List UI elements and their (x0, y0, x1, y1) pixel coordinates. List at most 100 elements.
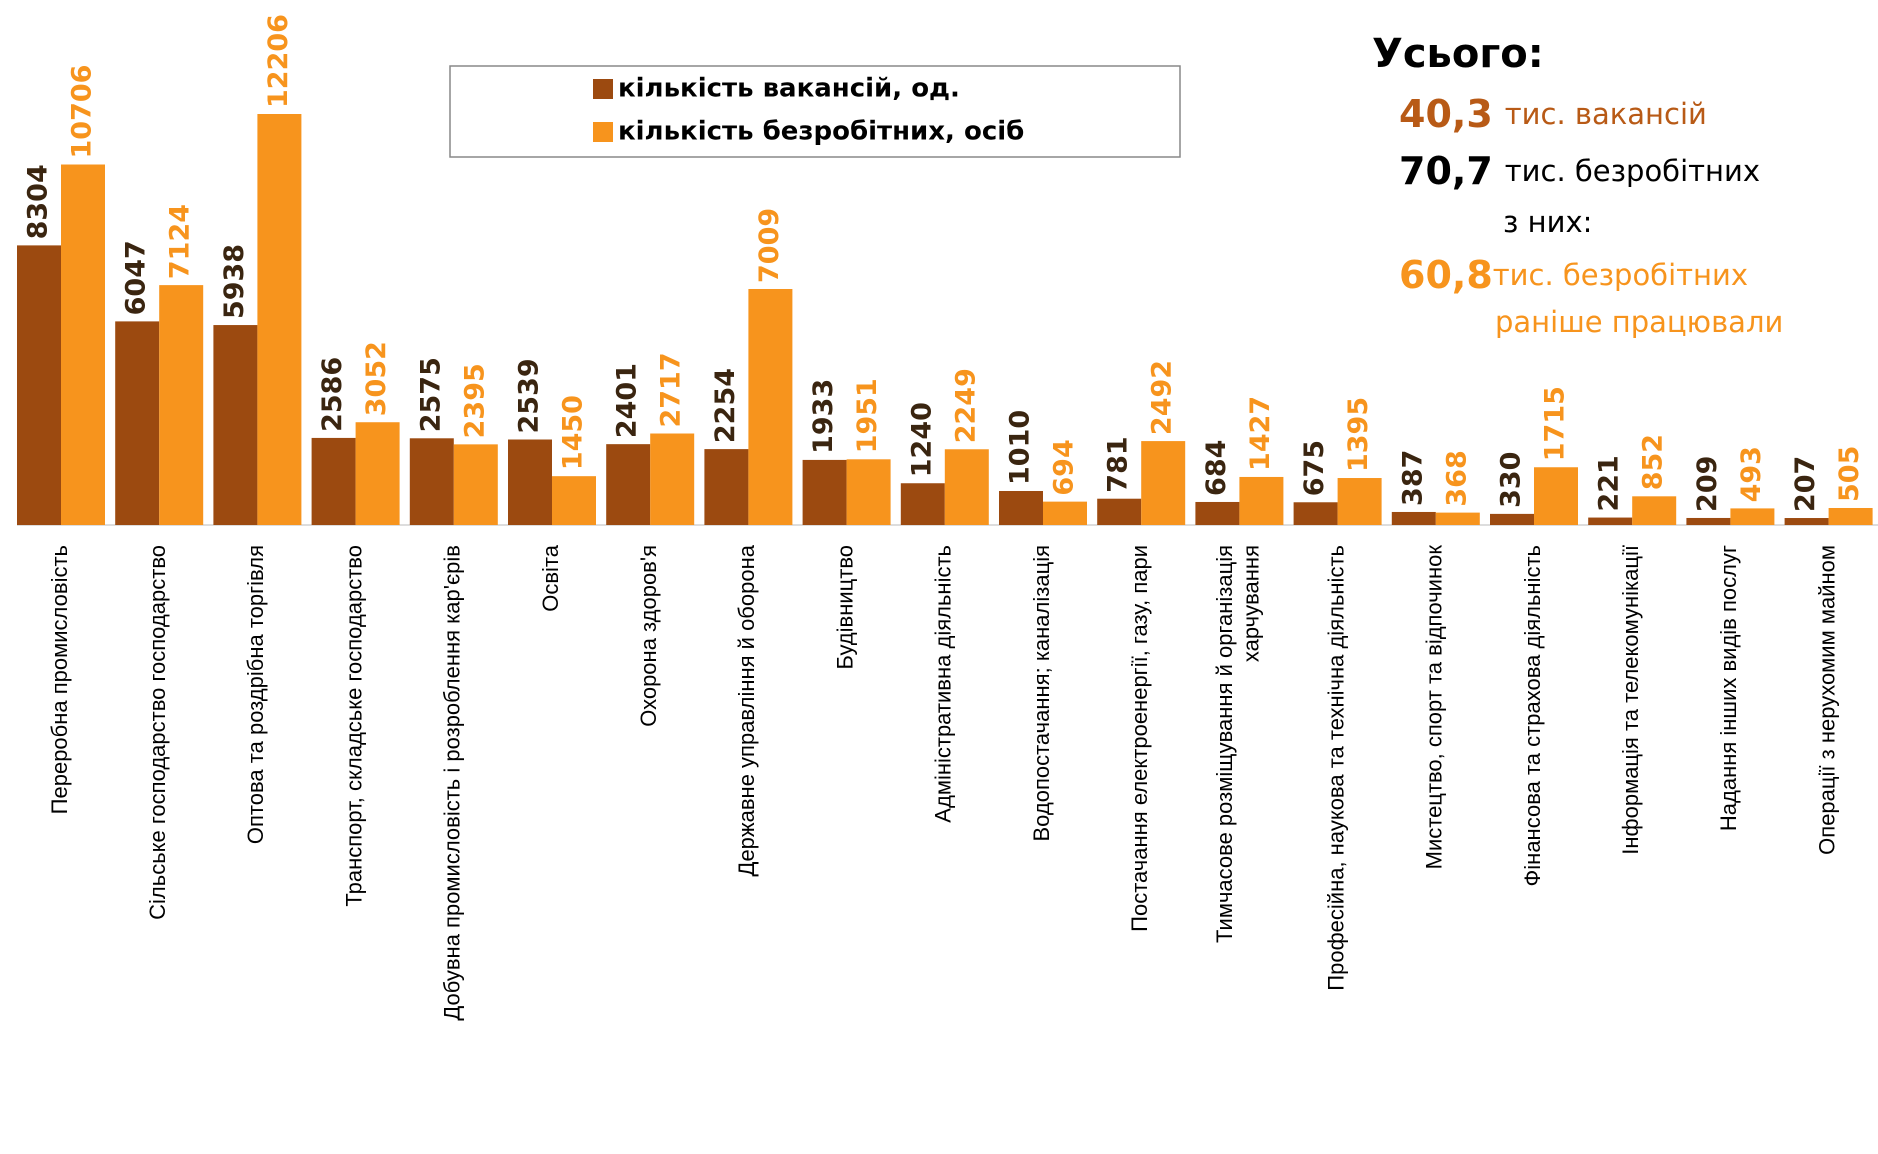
value-label: 1427 (1245, 396, 1276, 471)
bar (311, 437, 356, 525)
bar (453, 444, 498, 525)
bar (61, 164, 105, 526)
bar (552, 476, 596, 525)
value-label: 2401 (612, 363, 643, 438)
value-label: 493 (1736, 446, 1767, 502)
value-label: 1951 (852, 378, 883, 453)
x-tick-label: Мистецтво, спорт та відпочинок (1422, 545, 1447, 870)
legend-swatch (593, 122, 613, 142)
value-label: 852 (1638, 434, 1669, 490)
x-tick-label: Транспорт, складське господарство (341, 545, 366, 907)
summary-previously-2: раніше працювали (1495, 305, 1783, 339)
value-label: 1450 (558, 395, 589, 470)
value-label: 330 (1496, 452, 1527, 508)
value-label: 2586 (317, 357, 348, 432)
bar (944, 449, 989, 525)
value-label: 1240 (906, 402, 937, 477)
bar (409, 438, 454, 525)
x-tick-label: Адміністративна діяльність (931, 545, 956, 823)
bar (1435, 512, 1480, 525)
x-tick-label: Інформація та телекомунікації (1618, 545, 1643, 855)
x-tick-label: Державне управління й оборона (734, 544, 759, 876)
value-label: 207 (1790, 456, 1821, 512)
bar (17, 245, 61, 525)
value-label: 694 (1049, 439, 1080, 495)
bar (1534, 467, 1578, 525)
value-label: 10706 (67, 65, 98, 159)
bar (606, 444, 651, 525)
bar (1239, 476, 1284, 525)
value-label: 7124 (165, 204, 196, 279)
bar (999, 490, 1043, 525)
value-label: 2575 (415, 357, 446, 432)
x-tick-label: Будівництво (832, 545, 857, 669)
bar (704, 449, 749, 525)
value-label: 221 (1594, 455, 1625, 511)
x-tick-label-line: харчування (1238, 545, 1263, 662)
bar (1097, 498, 1142, 525)
value-label: 368 (1441, 450, 1472, 506)
legend-box (449, 65, 1181, 158)
bar (802, 459, 847, 525)
bar (1730, 508, 1775, 525)
x-tick-label: Сільське господарство господарство (145, 545, 170, 920)
x-tick-label: Освіта (538, 544, 563, 612)
value-label: 684 (1201, 440, 1232, 496)
summary-text: тис. безробітних (1493, 258, 1748, 292)
bar (748, 288, 793, 525)
summary-value: 60,8 (1399, 253, 1493, 297)
value-label: 1395 (1343, 397, 1374, 472)
value-label: 2254 (710, 368, 741, 443)
bar (159, 285, 204, 525)
summary-unemployed: 70,7 тис. безробітних (1399, 149, 1760, 193)
x-tick-label: Переробна промисловість (47, 545, 72, 814)
bar (1195, 501, 1240, 525)
bar (1141, 441, 1186, 525)
value-label: 2539 (514, 358, 545, 433)
summary-of-them: з них: (1503, 205, 1592, 239)
x-tick-label: Фінансова та страхова діяльність (1520, 545, 1545, 886)
value-label: 2717 (656, 352, 687, 427)
bar (1293, 502, 1338, 525)
value-label: 5938 (219, 244, 250, 319)
x-tick-label: Охорона здоров'я (636, 545, 661, 727)
value-label: 505 (1834, 446, 1865, 502)
value-label: 1010 (1005, 410, 1036, 485)
summary-value: 40,3 (1399, 92, 1493, 136)
value-label: 12206 (263, 14, 294, 108)
summary-value: 70,7 (1399, 149, 1493, 193)
bar (846, 459, 891, 525)
legend-label: кількість вакансій, од. (618, 74, 960, 104)
bar (650, 433, 695, 525)
bar (1686, 517, 1731, 525)
bar (213, 325, 258, 525)
x-tick-label: Водопостачання; каналізація (1029, 545, 1054, 842)
value-label: 7009 (754, 208, 785, 283)
value-label: 8304 (23, 164, 54, 239)
x-tick-label: Професійна, наукова та технічна діяльніс… (1323, 545, 1348, 991)
bar (1632, 496, 1677, 525)
summary-text: тис. безробітних (1505, 154, 1760, 188)
bar (115, 321, 160, 525)
value-label: 6047 (121, 240, 152, 315)
summary-vacancies: 40,3 тис. вакансій (1399, 92, 1707, 136)
bar (257, 114, 302, 525)
value-label: 387 (1397, 450, 1428, 506)
x-tick-label: Надання інших видів послуг (1716, 545, 1741, 831)
value-label: 209 (1692, 456, 1723, 512)
bar (1828, 507, 1873, 525)
x-tick-label: Постачання електроенергії, газу, пари (1127, 545, 1152, 932)
bar (1784, 518, 1829, 525)
value-label: 3052 (361, 341, 392, 416)
value-label: 1715 (1540, 386, 1571, 461)
value-label: 1933 (808, 379, 839, 454)
legend-label: кількість безробітних, осіб (618, 117, 1024, 147)
bar (508, 439, 552, 525)
summary-previously: 60,8тис. безробітних (1399, 253, 1748, 297)
value-label: 781 (1103, 436, 1134, 492)
bar (1588, 517, 1633, 525)
value-label: 2395 (459, 363, 490, 438)
summary-text: тис. вакансій (1505, 97, 1707, 131)
